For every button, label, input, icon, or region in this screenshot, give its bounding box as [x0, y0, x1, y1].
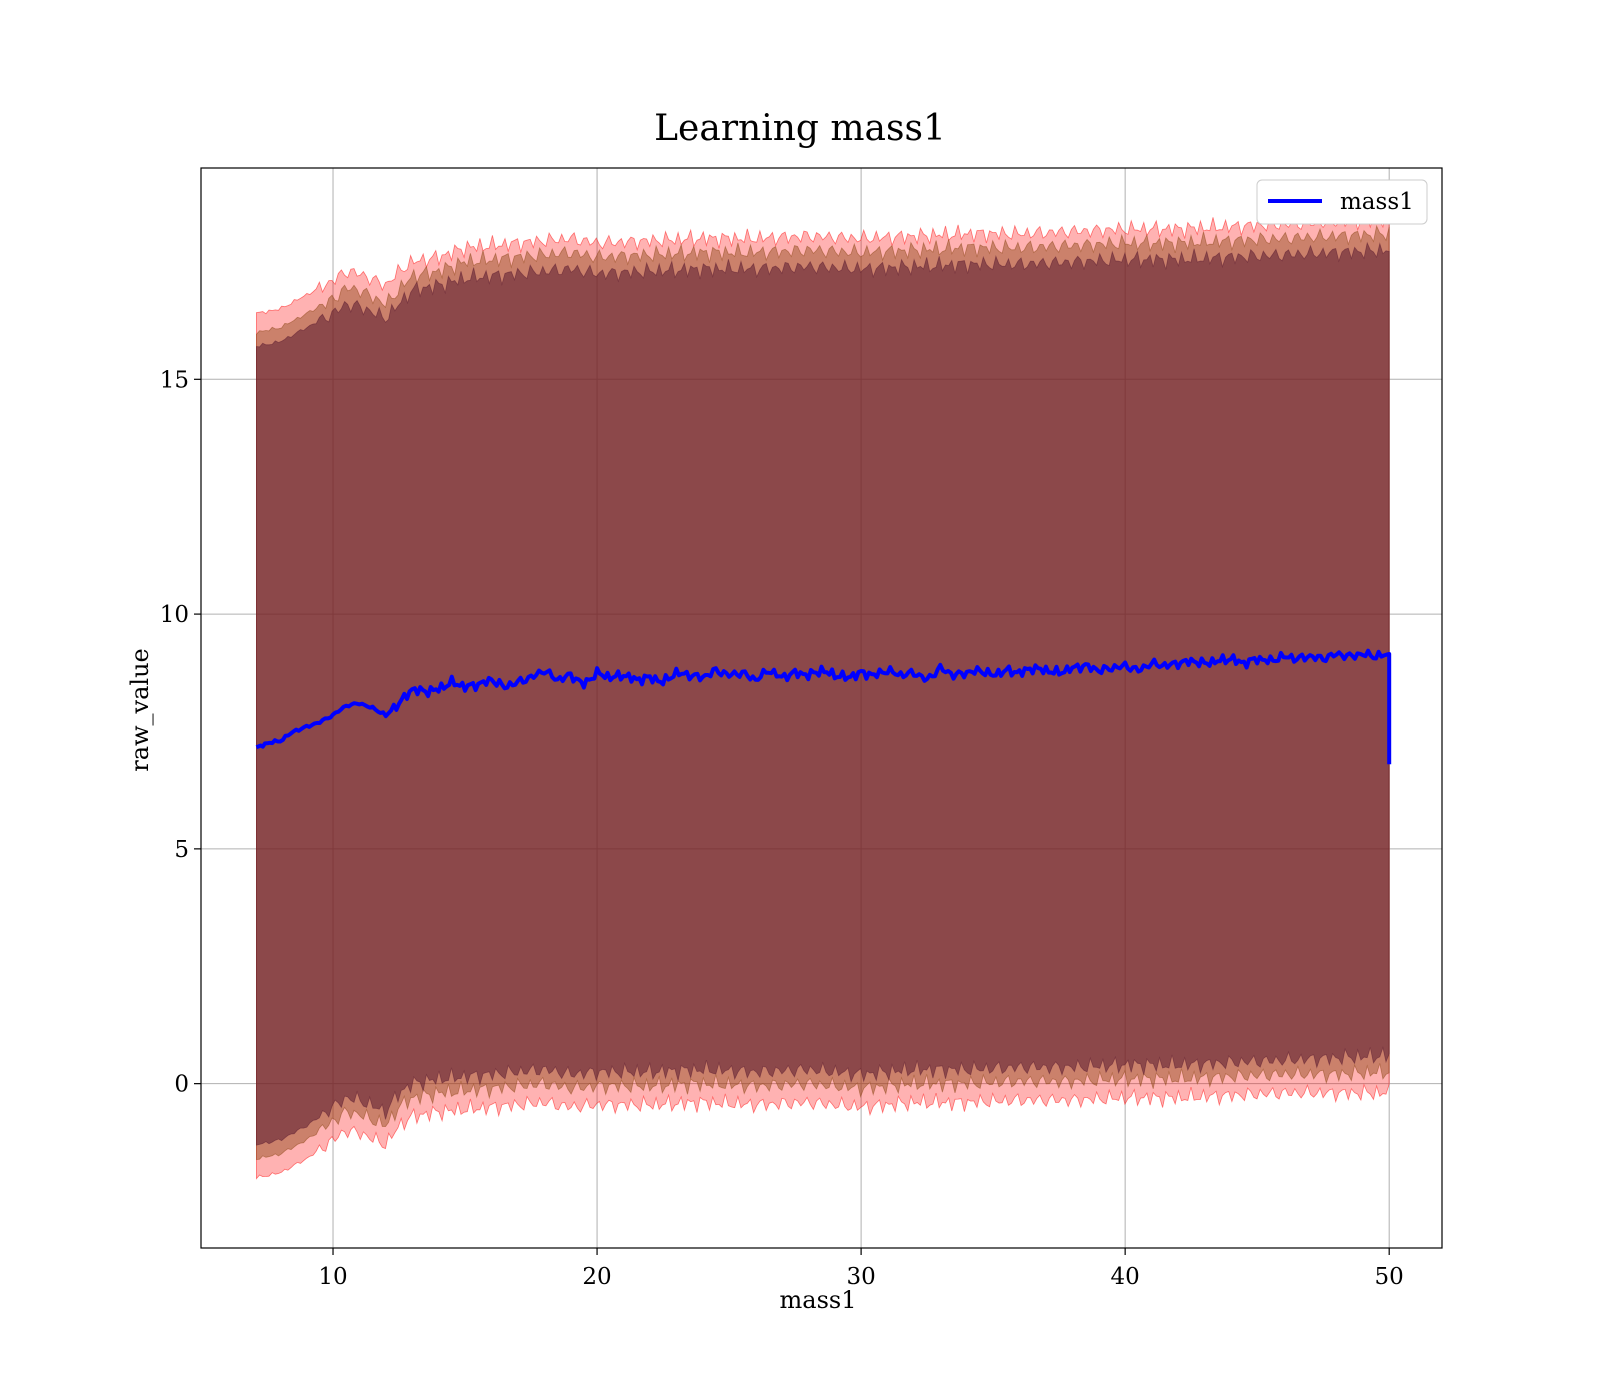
plot-frame — [200, 167, 1443, 1249]
x-tick-label: 30 — [846, 1264, 875, 1290]
x-tick-label: 50 — [1375, 1264, 1404, 1290]
legend-box — [1256, 179, 1428, 225]
x-tick-label: 20 — [582, 1264, 611, 1290]
y-tick-label: 0 — [174, 1072, 189, 1098]
plot-area — [200, 167, 1443, 1249]
x-tick-label: 10 — [318, 1264, 347, 1290]
band-layer — [255, 210, 1390, 1180]
line-layer — [255, 648, 1392, 765]
legend: mass1 — [1256, 179, 1428, 225]
x-axis-label: mass1 — [780, 1286, 857, 1314]
confidence-band — [255, 241, 1390, 1146]
x-axis-ticks: 10 20 30 40 50 — [318, 1248, 1404, 1290]
x-tick-label: 40 — [1111, 1264, 1140, 1290]
legend-label-mass1: mass1 — [1340, 189, 1414, 215]
y-axis-ticks: 0 5 10 15 — [160, 367, 201, 1098]
chart-title: Learning mass1 — [654, 108, 946, 149]
series-line-mass1 — [255, 648, 1392, 765]
y-axis-label: raw_value — [126, 648, 154, 772]
y-tick-label: 15 — [160, 367, 189, 393]
y-tick-label: 5 — [174, 837, 189, 863]
y-tick-label: 10 — [160, 602, 189, 628]
